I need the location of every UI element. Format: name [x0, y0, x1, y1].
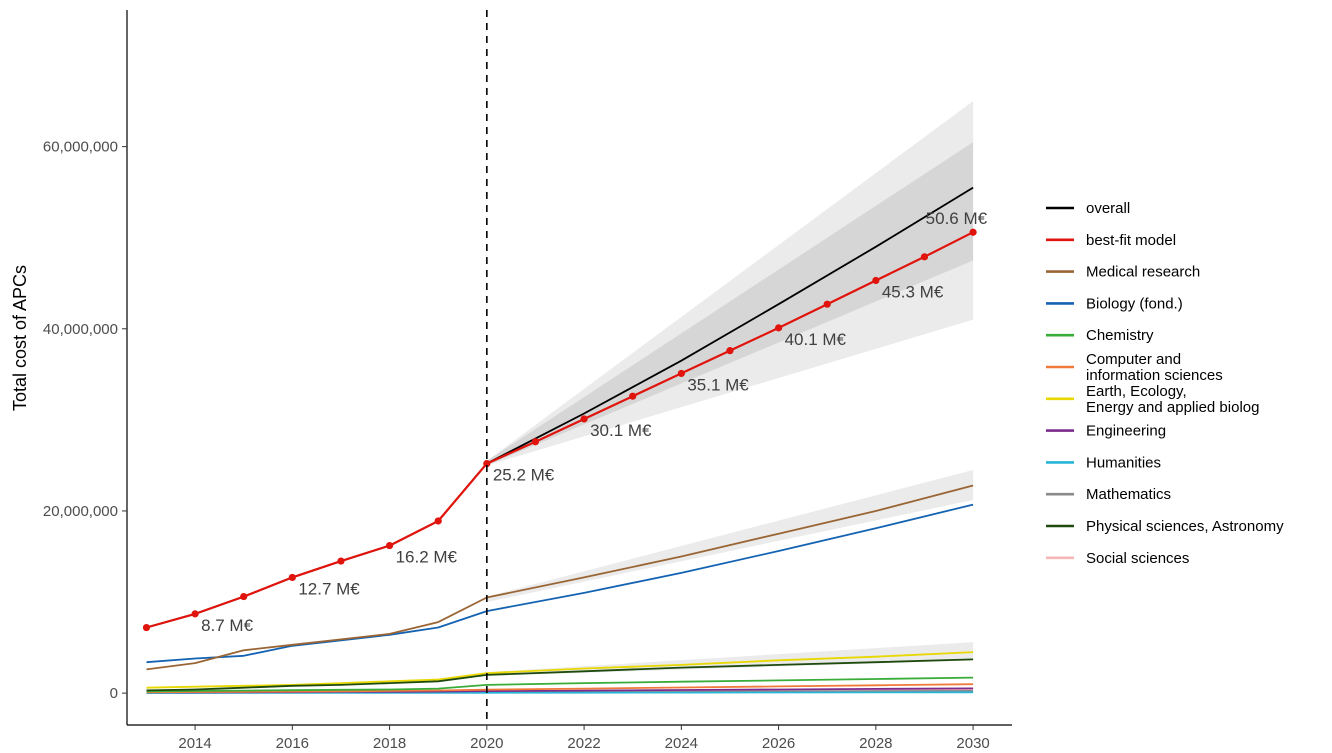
x-tick-label: 2014	[178, 735, 211, 752]
x-tick-label: 2026	[762, 735, 795, 752]
y-axis-title: Total cost of APCs	[10, 265, 30, 411]
x-tick-label: 2028	[859, 735, 892, 752]
y-tick-label: 20,000,000	[43, 503, 118, 520]
best-fit-point	[385, 541, 394, 550]
x-tick-label: 2022	[567, 735, 600, 752]
series-line-biology-fond	[146, 503, 974, 664]
legend-item-biology-fond: Biology (fond.)	[1046, 295, 1183, 312]
best-fit-point	[969, 228, 977, 236]
best-fit-point	[629, 392, 637, 400]
legend-item-mathematics: Mathematics	[1046, 486, 1171, 503]
legend-item-social-sciences: Social sciences	[1046, 550, 1189, 567]
data-label: 45.3 M€	[882, 283, 944, 302]
best-fit-point	[872, 276, 880, 285]
x-tick-label: 2020	[470, 735, 503, 752]
best-fit-point	[774, 324, 783, 332]
data-label: 16.2 M€	[396, 548, 458, 567]
legend-label: Physical sciences, Astronomy	[1086, 518, 1284, 535]
best-fit-point	[580, 415, 588, 423]
best-fit-point	[337, 557, 345, 565]
data-label: 35.1 M€	[687, 375, 749, 394]
legend-label: information sciences	[1086, 367, 1223, 384]
y-tick-label: 0	[110, 685, 118, 702]
legend-label: Medical research	[1086, 264, 1200, 281]
best-fit-point	[240, 592, 248, 601]
legend-label: Social sciences	[1086, 550, 1189, 567]
best-fit-point	[483, 459, 491, 468]
series-line-physical-sciences-astronomy	[146, 658, 974, 692]
axes: 0 20,000,000 40,000,000 60,000,000 2014 2016 2…	[43, 10, 1012, 752]
data-label: 12.7 M€	[298, 579, 360, 598]
series-line-best-fit-model	[146, 231, 974, 629]
data-label: 25.2 M€	[493, 466, 555, 485]
legend-item-chemistry: Chemistry	[1046, 327, 1154, 344]
legend-item-engineering: Engineering	[1046, 423, 1166, 440]
legend: overall best-fit model Medical research Bio…	[1046, 200, 1284, 567]
data-labels: 8.7 M€ 12.7 M€ 16.2 M€ 25.2 M€ 30.1 M€ 35.1 M…	[201, 209, 988, 635]
legend-label: Earth, Ecology,	[1086, 383, 1187, 400]
best-fit-point	[142, 623, 151, 632]
best-fit-point	[191, 610, 199, 618]
legend-label: Humanities	[1086, 454, 1161, 471]
legend-item-physical-sciences-astronomy: Physical sciences, Astronomy	[1046, 518, 1284, 535]
legend-item-humanities: Humanities	[1046, 454, 1161, 471]
x-tick-label: 2030	[956, 735, 989, 752]
data-label: 50.6 M€	[926, 209, 988, 228]
legend-label: Computer and	[1086, 351, 1181, 368]
confidence-bands	[486, 101, 974, 676]
x-tick-label: 2016	[276, 735, 309, 752]
data-label: 40.1 M€	[785, 330, 847, 349]
x-tick-label: 2018	[373, 735, 406, 752]
legend-item-best-fit-model: best-fit model	[1046, 232, 1176, 249]
legend-label: Mathematics	[1086, 486, 1171, 503]
confidence-band-3	[486, 469, 974, 603]
data-label: 8.7 M€	[201, 616, 254, 635]
legend-label: Biology (fond.)	[1086, 295, 1183, 312]
data-label: 30.1 M€	[590, 421, 652, 440]
best-fit-point	[288, 573, 296, 582]
best-fit-point	[531, 438, 540, 446]
legend-item-earth-ecology-energy-and-applied-biolog: Earth, Ecology,Energy and applied biolog	[1046, 383, 1259, 416]
legend-label: Energy and applied biolog	[1086, 399, 1259, 416]
best-fit-point	[434, 517, 442, 525]
y-tick-label: 40,000,000	[43, 321, 118, 338]
confidence-band-4	[486, 642, 974, 676]
confidence-band-1	[486, 101, 974, 466]
best-fit-point	[920, 253, 929, 261]
series-line-medical-research	[146, 484, 974, 671]
best-fit-point	[823, 300, 831, 308]
legend-label: Engineering	[1086, 423, 1166, 440]
series-line-chemistry	[146, 676, 974, 693]
series-line-earth-ecology-energy-and-applied-biolog	[146, 651, 974, 689]
series-line-computer-and-information-sciences	[146, 683, 974, 694]
legend-label: Chemistry	[1086, 327, 1154, 344]
legend-item-medical-research: Medical research	[1046, 264, 1200, 281]
y-tick-label: 60,000,000	[43, 139, 118, 156]
best-fit-point	[726, 347, 734, 355]
confidence-band-2	[486, 142, 974, 466]
legend-label: overall	[1086, 200, 1130, 217]
best-fit-point	[677, 369, 685, 378]
legend-item-overall: overall	[1046, 200, 1130, 217]
legend-label: best-fit model	[1086, 232, 1176, 249]
best-fit-markers	[142, 228, 977, 632]
series-lines	[146, 186, 974, 694]
x-tick-label: 2024	[665, 735, 698, 752]
